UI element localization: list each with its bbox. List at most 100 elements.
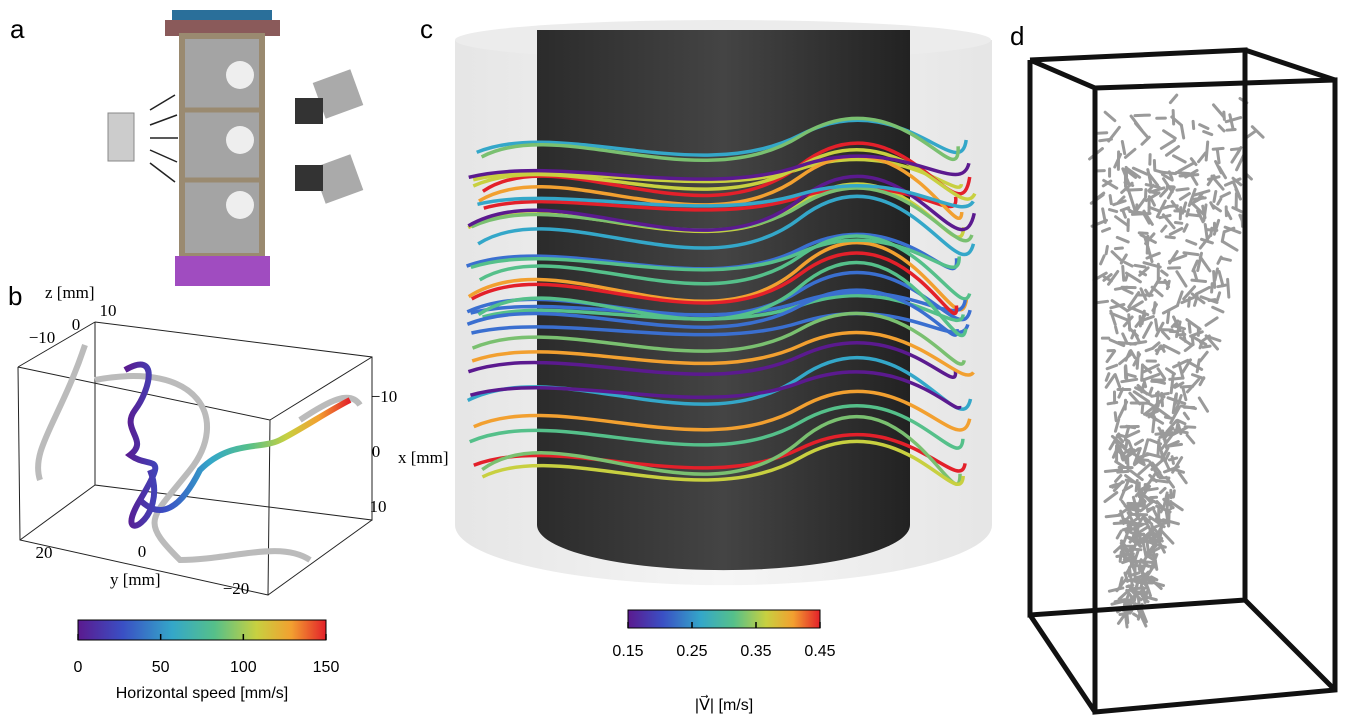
track	[1169, 373, 1175, 395]
track	[1217, 124, 1226, 133]
track	[1104, 372, 1111, 382]
track	[1147, 173, 1160, 187]
track	[1150, 391, 1170, 398]
track	[1108, 338, 1126, 348]
track	[1211, 146, 1225, 151]
track	[1125, 583, 1135, 589]
track	[1190, 334, 1195, 347]
track	[1198, 350, 1209, 363]
trajectory	[470, 186, 974, 243]
track	[1206, 335, 1222, 343]
trajectory	[473, 389, 972, 432]
track	[1099, 254, 1106, 266]
track	[1142, 405, 1156, 416]
track	[1146, 487, 1159, 492]
trajectory	[469, 370, 962, 410]
track	[1126, 187, 1143, 192]
track	[1124, 372, 1137, 379]
track	[1113, 544, 1124, 554]
track	[1190, 278, 1208, 283]
track	[1144, 347, 1154, 353]
track	[1133, 113, 1151, 118]
track	[1185, 433, 1196, 445]
tick-label: 10	[100, 301, 117, 320]
track	[1141, 570, 1150, 579]
trajectory	[467, 240, 969, 312]
track	[1154, 318, 1159, 332]
track	[1213, 267, 1219, 282]
track	[1181, 387, 1188, 402]
colorbar-tick-label: 50	[152, 659, 170, 676]
track	[1150, 400, 1162, 415]
track	[1166, 185, 1176, 200]
track	[1147, 183, 1155, 193]
track	[1103, 468, 1124, 473]
track	[1128, 571, 1141, 578]
track	[1125, 300, 1144, 313]
track	[1217, 165, 1228, 180]
track	[1140, 401, 1145, 415]
track	[1170, 200, 1181, 213]
track	[1145, 251, 1161, 260]
track	[1110, 299, 1128, 312]
track	[1197, 151, 1207, 164]
trajectory	[481, 439, 965, 486]
track	[1113, 285, 1129, 291]
trajectory	[472, 148, 977, 201]
track	[1162, 343, 1181, 355]
track	[1122, 453, 1128, 465]
track	[1165, 419, 1179, 433]
track	[1156, 537, 1166, 554]
track	[1219, 191, 1232, 199]
track	[1120, 181, 1134, 194]
track	[1212, 189, 1218, 203]
track	[1176, 418, 1187, 426]
track	[1128, 530, 1140, 544]
track	[1193, 296, 1199, 307]
track	[1166, 308, 1171, 325]
track	[1121, 557, 1134, 565]
track	[1156, 438, 1161, 457]
track	[1158, 213, 1172, 220]
track	[1204, 140, 1210, 162]
track	[1168, 93, 1179, 105]
track	[1222, 110, 1226, 121]
track	[1137, 231, 1149, 235]
track	[1118, 576, 1124, 587]
track	[1212, 218, 1221, 236]
colorbar-tick-label: 100	[230, 659, 257, 676]
trajectory	[467, 174, 976, 232]
track	[1171, 489, 1176, 499]
track	[1130, 306, 1150, 317]
track	[1112, 199, 1127, 207]
track	[1123, 260, 1134, 268]
track	[1162, 497, 1175, 510]
track	[1159, 187, 1169, 198]
track	[1164, 475, 1175, 489]
track	[1116, 469, 1130, 474]
track	[1168, 250, 1179, 265]
track	[1150, 461, 1162, 475]
tick-label: −20	[223, 579, 250, 598]
track	[1140, 363, 1145, 382]
colorbar-tick-label: 150	[313, 659, 340, 676]
track	[1133, 263, 1147, 269]
track	[1225, 128, 1237, 132]
colorbar-tick-label: 0	[74, 659, 83, 676]
track	[1211, 103, 1226, 119]
track	[1162, 465, 1180, 474]
track	[1125, 166, 1142, 179]
track	[1142, 494, 1159, 505]
track	[1195, 191, 1204, 202]
track	[1123, 447, 1133, 455]
track	[1142, 321, 1153, 339]
track	[1134, 314, 1147, 328]
cylinder-trajectories	[455, 20, 992, 586]
track	[1216, 197, 1223, 206]
track	[1190, 335, 1208, 346]
track	[1127, 313, 1132, 332]
track	[1178, 206, 1183, 221]
track	[1160, 224, 1168, 233]
track	[1117, 433, 1128, 439]
track	[1113, 418, 1121, 433]
